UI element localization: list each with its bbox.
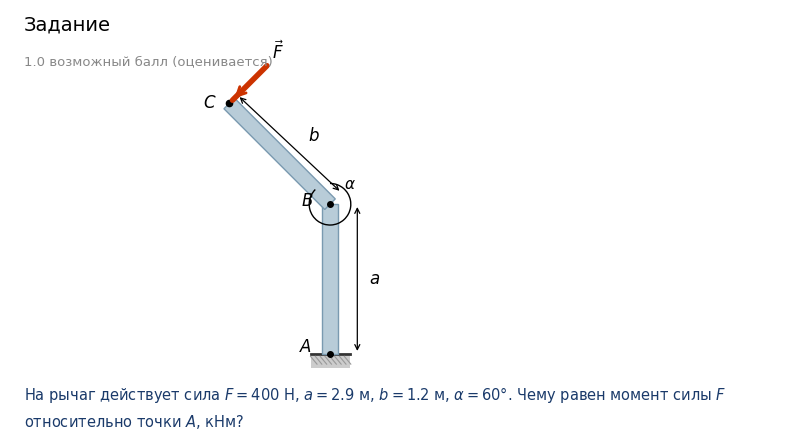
Polygon shape — [224, 98, 335, 209]
Text: Задание: Задание — [24, 15, 111, 34]
Text: $\alpha$: $\alpha$ — [344, 177, 356, 192]
Polygon shape — [310, 356, 350, 368]
Text: $C$: $C$ — [202, 95, 216, 113]
Polygon shape — [322, 204, 338, 354]
Text: $a$: $a$ — [369, 270, 380, 288]
Text: $B$: $B$ — [301, 192, 313, 210]
Text: $A$: $A$ — [299, 338, 313, 356]
Text: относительно точки $A$, кНм?: относительно точки $A$, кНм? — [24, 413, 244, 431]
Text: На рычаг действует сила $F = 400$ Н, $a = 2.9$ м, $b = 1.2$ м, $\alpha = 60°$. Ч: На рычаг действует сила $F = 400$ Н, $a … — [24, 385, 726, 405]
Text: 1.0 возможный балл (оценивается): 1.0 возможный балл (оценивается) — [24, 55, 273, 68]
Text: $b$: $b$ — [308, 127, 320, 145]
Text: $\vec{F}$: $\vec{F}$ — [272, 40, 284, 63]
